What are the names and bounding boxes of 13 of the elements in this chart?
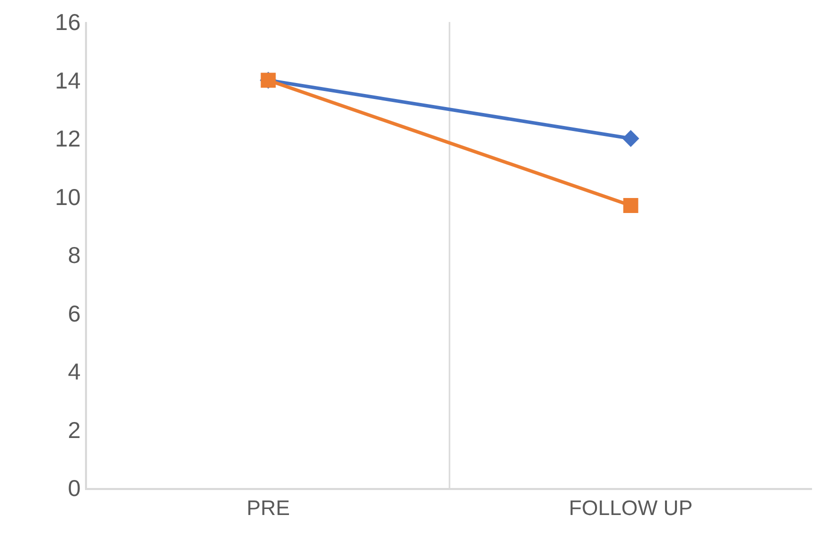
y-tick-label: 4 xyxy=(68,358,81,385)
y-tick-label: 14 xyxy=(55,67,81,94)
x-tick-label: FOLLOW UP xyxy=(568,496,693,520)
point xyxy=(623,198,638,213)
y-tick-label: 10 xyxy=(55,184,81,210)
y-tick-label: 6 xyxy=(68,300,81,326)
y-tick-label: 16 xyxy=(55,9,81,36)
y-tick-label: 8 xyxy=(68,242,81,268)
point xyxy=(622,130,640,147)
y-tick-label: 2 xyxy=(68,416,81,443)
x-tick-label: PRE xyxy=(246,496,290,520)
y-tick-label: 0 xyxy=(68,475,81,502)
y-tick-label: 12 xyxy=(55,126,81,152)
